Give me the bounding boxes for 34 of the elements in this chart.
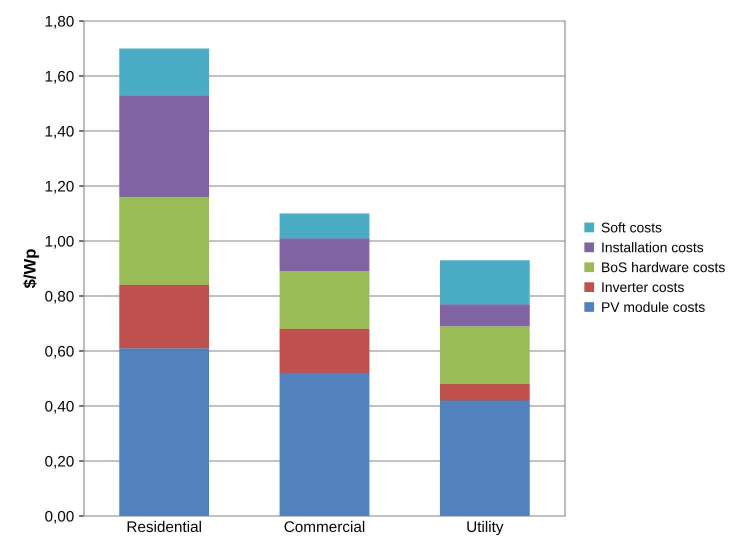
bar: [440, 304, 530, 326]
y-tick-label: 0,80: [45, 290, 74, 304]
legend-label: Soft costs: [602, 222, 662, 232]
y-tick-label: 1,20: [46, 180, 74, 194]
y-tick-label: 0,20: [45, 456, 74, 468]
y-tick-label: 1,40: [46, 126, 74, 138]
y-tick-label: 1,80: [46, 16, 74, 28]
legend-label: BoS hardware costs: [602, 262, 725, 272]
x-tick-label: Residential: [128, 520, 201, 532]
bar: [280, 271, 370, 329]
bar: [119, 348, 210, 516]
legend-label: Installation costs: [602, 242, 704, 252]
bar: [119, 285, 210, 348]
x-tick-label: Commercial: [284, 520, 364, 532]
bar: [440, 400, 530, 516]
bar: [280, 373, 370, 516]
bar: [119, 48, 210, 96]
y-tick-label: 1,60: [46, 70, 74, 84]
y-tick-label: 1,00: [46, 236, 74, 248]
bar: [440, 260, 530, 304]
bar: [280, 214, 370, 238]
y-tick-label: 0,00: [45, 510, 74, 524]
bar: [280, 238, 370, 272]
y-tick-label: 0,60: [45, 346, 74, 358]
y-tick-label: 0,40: [45, 400, 74, 414]
legend-label: Inverter costs: [602, 282, 684, 292]
legend-label: PV module costs: [602, 302, 705, 312]
y-axis-title: $/Wp: [23, 249, 39, 288]
bar: [440, 326, 530, 384]
bar: [119, 197, 210, 285]
x-tick-label: Utility: [467, 520, 504, 536]
bar: [280, 329, 370, 373]
bar: [440, 384, 530, 400]
bar: [119, 95, 210, 197]
